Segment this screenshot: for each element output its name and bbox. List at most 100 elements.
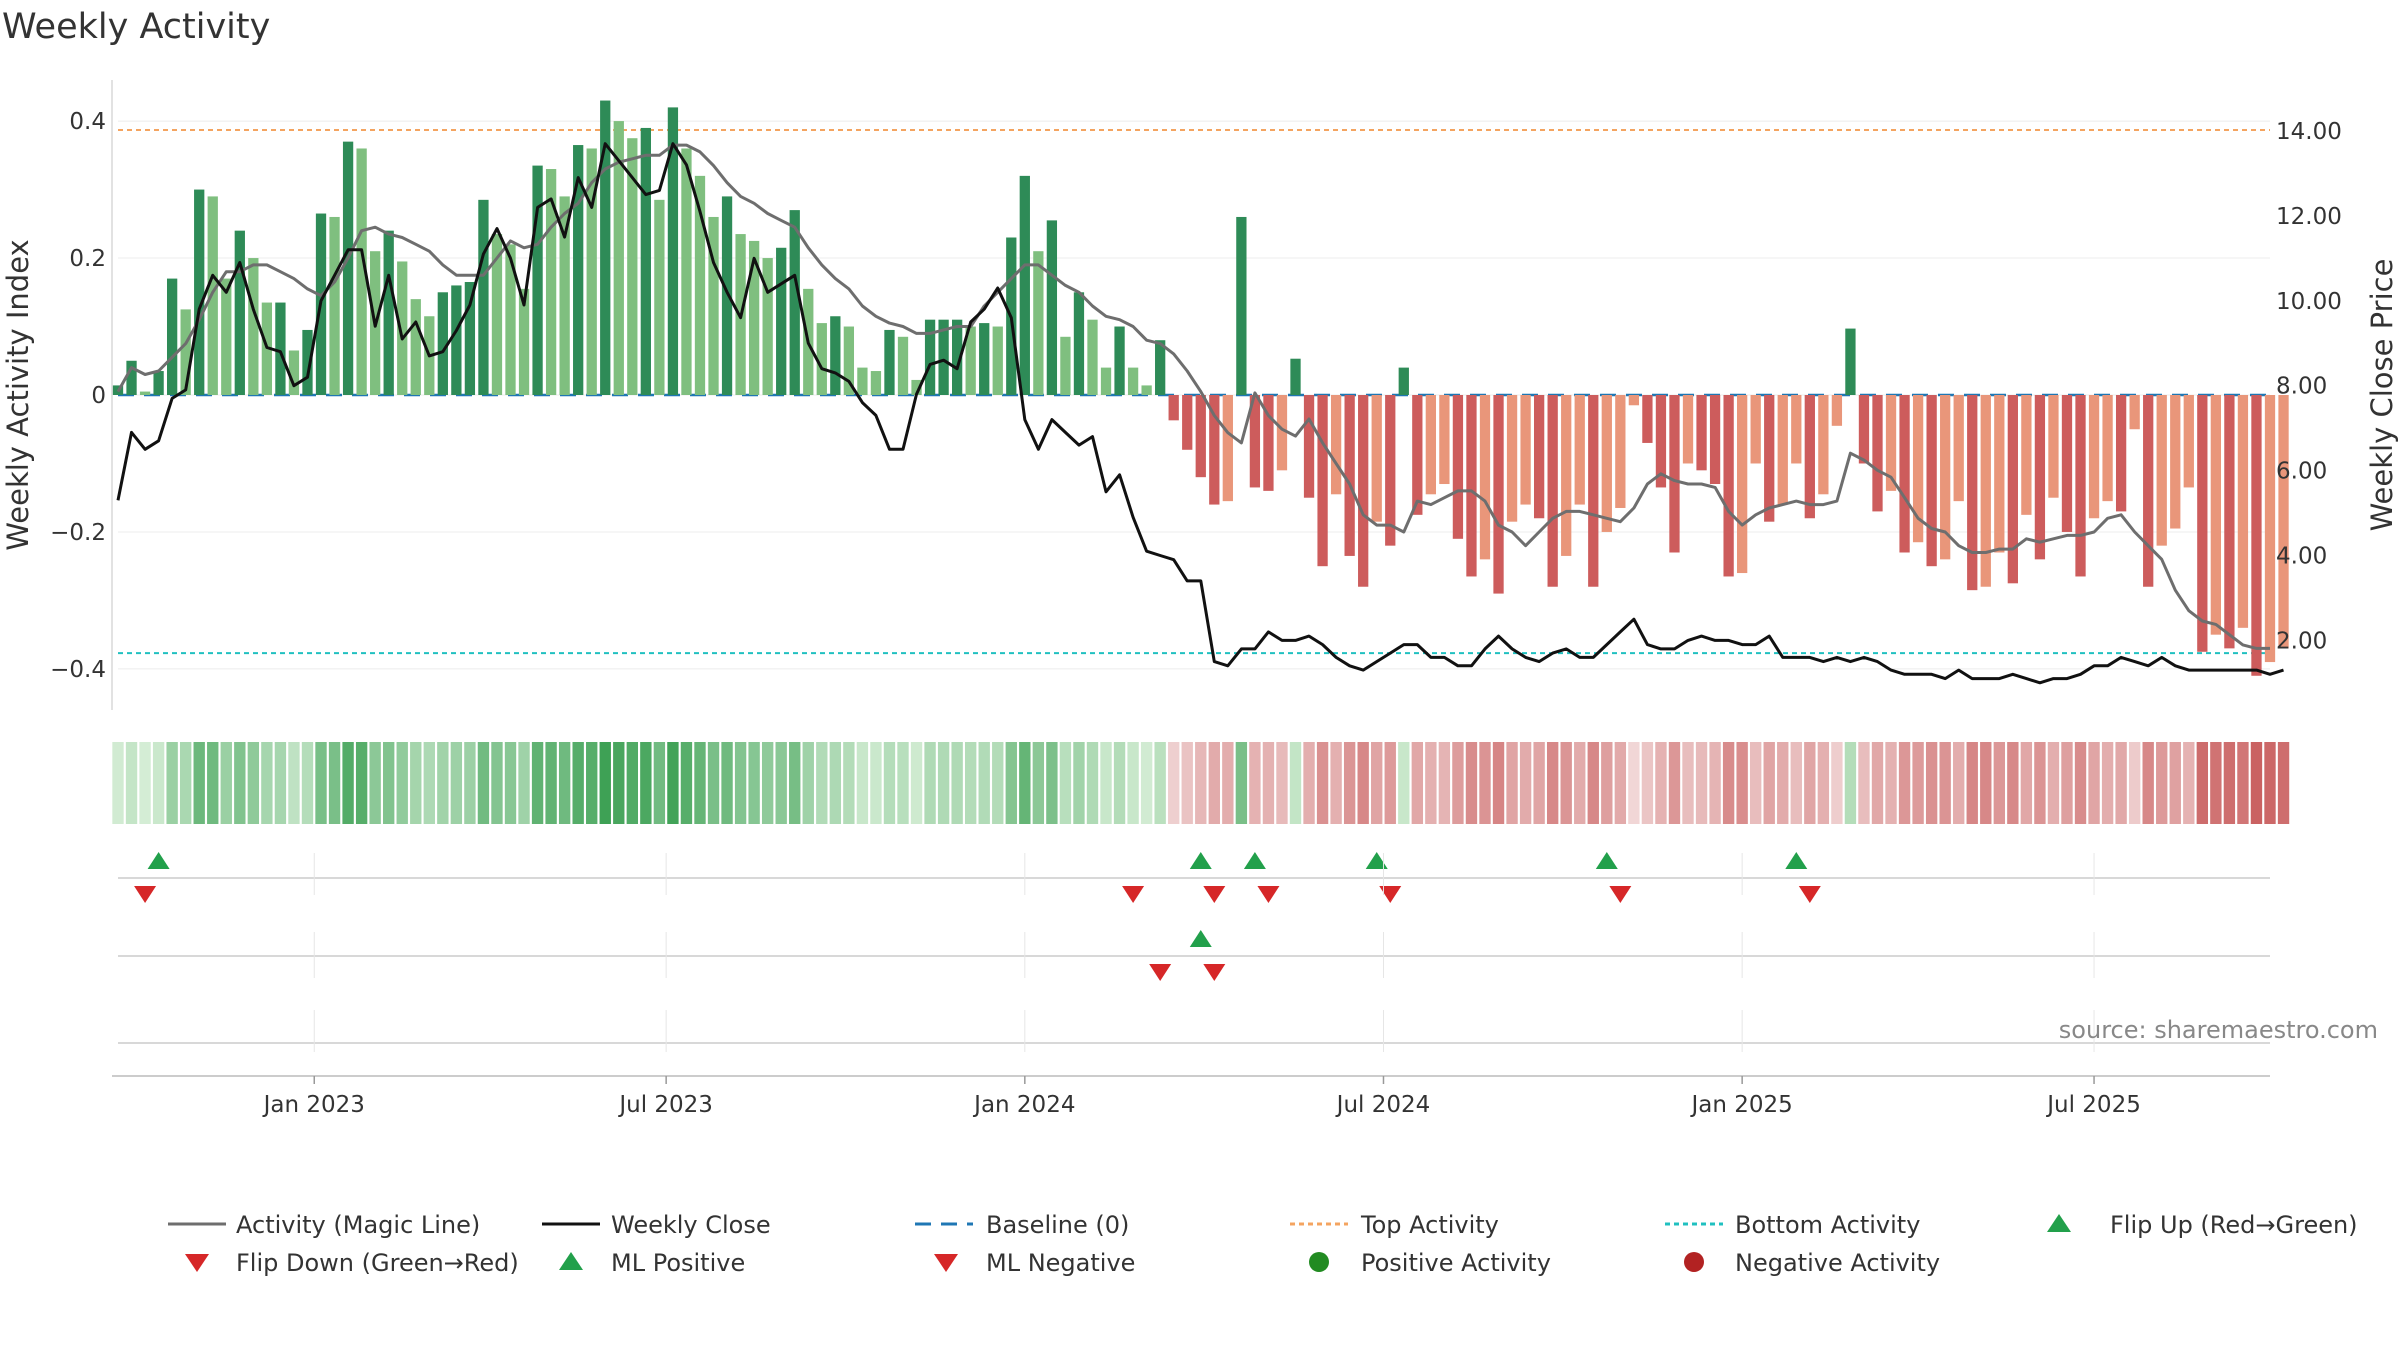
activity-bar <box>1452 395 1464 539</box>
heat-cell <box>207 742 219 824</box>
activity-bar <box>2210 395 2222 635</box>
activity-bar <box>559 196 570 395</box>
heat-cell <box>1858 742 1870 824</box>
heat-cell <box>870 742 882 824</box>
heat-cell <box>1953 742 1965 824</box>
ml-negative-marker <box>1149 964 1172 981</box>
x-tick-label: Jan 2023 <box>262 1092 365 1118</box>
activity-bar <box>992 326 1003 395</box>
activity-bar <box>342 141 354 395</box>
heat-cell <box>2142 742 2154 824</box>
activity-bar <box>2183 395 2194 488</box>
flip-down-marker <box>1379 886 1402 903</box>
heat-cell <box>680 742 693 824</box>
activity-bar <box>248 258 259 395</box>
heat-cell <box>1777 742 1789 824</box>
heat-cell <box>166 742 178 824</box>
activity-bar <box>1127 367 1139 395</box>
legend-flip-down-label: Flip Down (Green→Red) <box>236 1249 519 1277</box>
activity-bar <box>1195 395 1206 478</box>
activity-bar <box>1750 395 1761 464</box>
heat-cell <box>2007 742 2019 824</box>
activity-bar <box>1588 395 1599 587</box>
legend: Activity (Magic Line) Weekly Close Basel… <box>168 1211 2358 1277</box>
activity-bar <box>857 367 868 395</box>
heat-cell <box>220 742 232 824</box>
activity-bar <box>1791 395 1802 464</box>
activity-bar <box>2251 395 2262 676</box>
heat-cell <box>193 742 205 824</box>
activity-bar <box>748 240 760 395</box>
legend-positive-dot-icon <box>1309 1252 1329 1272</box>
y-tick-label: 0.2 <box>69 246 106 272</box>
y2-tick-label: 12.00 <box>2276 204 2342 230</box>
activity-bar <box>1655 395 1667 488</box>
activity-bar <box>288 350 300 395</box>
heat-cell <box>1357 742 1369 824</box>
heat-cell <box>1371 742 1383 824</box>
activity-bar <box>1155 340 1166 395</box>
flip-down-marker <box>1609 886 1632 903</box>
heat-cell <box>1885 742 1897 824</box>
heat-cell <box>2169 742 2181 824</box>
heat-cell <box>1398 742 1410 824</box>
heat-cell <box>1750 742 1762 824</box>
heat-cell <box>477 742 490 824</box>
heat-cell <box>748 742 760 824</box>
heat-cell <box>261 742 273 824</box>
heat-cell <box>369 742 381 824</box>
source-text: source: sharemaestro.com <box>2059 1016 2378 1044</box>
heat-cell <box>1492 742 1505 824</box>
legend-top-label: Top Activity <box>1360 1211 1499 1239</box>
activity-heat-strip <box>112 742 2290 824</box>
weekly-close-line <box>116 142 2284 685</box>
flip-up-marker <box>1595 852 1618 869</box>
legend-magic-line-label: Activity (Magic Line) <box>236 1211 480 1239</box>
activity-bar <box>1303 395 1315 498</box>
heat-cell <box>640 742 652 824</box>
activity-bar <box>491 234 503 395</box>
activity-bar <box>1831 395 1843 426</box>
activity-bar <box>1168 395 1179 421</box>
activity-bar <box>586 148 597 395</box>
activity-bar <box>1358 395 1369 587</box>
y2-tick-label: 8.00 <box>2276 374 2327 400</box>
heat-cell <box>843 742 855 824</box>
heat-cell <box>531 742 544 824</box>
activity-bar <box>1520 395 1531 505</box>
activity-bar <box>451 285 462 395</box>
heat-cell <box>992 742 1004 824</box>
heat-cell <box>1465 742 1478 824</box>
heat-cell <box>1262 742 1275 824</box>
heat-cell <box>125 742 138 824</box>
heat-cell <box>2250 742 2263 824</box>
x-tick-label: Jan 2024 <box>972 1092 1075 1118</box>
activity-bar <box>1994 395 2005 553</box>
activity-bar <box>207 196 218 395</box>
activity-bar <box>2224 395 2235 649</box>
ml-negative-marker <box>1203 964 1226 981</box>
activity-bar <box>1818 395 1829 495</box>
heat-cell <box>1709 742 1721 824</box>
activity-bar <box>721 196 733 395</box>
activity-bar <box>1060 336 1071 395</box>
heat-cell <box>1303 742 1315 824</box>
heat-cell <box>1912 742 1924 824</box>
heat-cell <box>1438 742 1451 824</box>
heat-cell <box>2223 742 2236 824</box>
heat-cell <box>964 742 977 824</box>
legend-flip-up-label: Flip Up (Red→Green) <box>2110 1211 2358 1239</box>
x-tick-label: Jul 2025 <box>2045 1092 2141 1118</box>
heat-cell <box>1343 742 1356 824</box>
heat-cell <box>1073 742 1085 824</box>
heat-cell <box>1032 742 1045 824</box>
heat-cell <box>355 742 368 824</box>
activity-bar <box>1912 395 1924 543</box>
heat-cell <box>586 742 598 824</box>
activity-bar <box>2102 395 2113 502</box>
activity-bar <box>694 175 706 395</box>
activity-bar <box>1114 326 1125 395</box>
activity-bar <box>275 302 286 395</box>
heat-cell <box>1763 742 1775 824</box>
y-tick-labels: 0.4 0.2 0 −0.2 −0.4 14.00 12.00 10.00 8.00 6.00 4.… <box>50 109 2342 683</box>
